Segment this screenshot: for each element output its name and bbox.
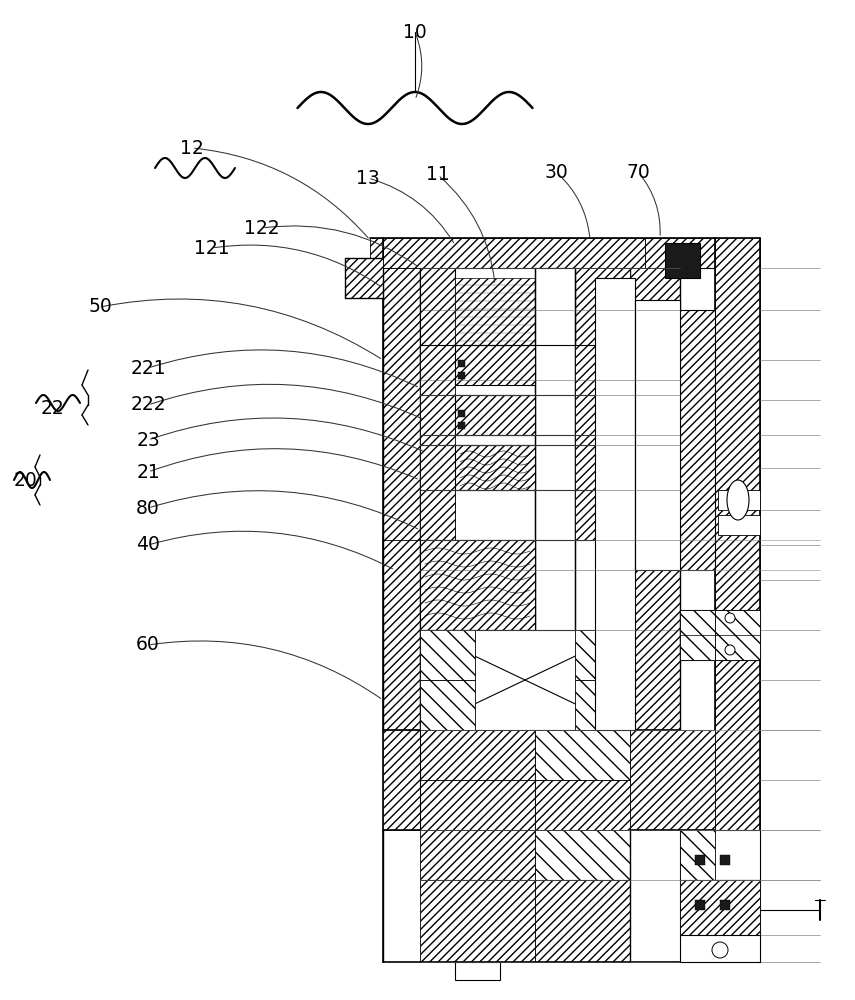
Bar: [455, 395, 535, 435]
Bar: [575, 268, 630, 380]
Bar: [680, 880, 760, 935]
Text: 122: 122: [245, 219, 280, 237]
Circle shape: [712, 942, 728, 958]
Circle shape: [725, 645, 735, 655]
Bar: [630, 730, 715, 830]
Text: 30: 30: [544, 162, 568, 182]
Bar: [630, 540, 680, 730]
Text: 222: 222: [130, 395, 166, 414]
Text: 11: 11: [426, 165, 450, 184]
Bar: [680, 610, 760, 660]
Text: 80: 80: [136, 498, 160, 518]
Text: 40: 40: [136, 536, 160, 554]
Bar: [680, 310, 715, 570]
Bar: [595, 278, 635, 730]
Bar: [680, 935, 760, 962]
Bar: [715, 610, 760, 660]
Bar: [420, 630, 475, 680]
Ellipse shape: [727, 480, 749, 520]
Bar: [720, 900, 730, 910]
Bar: [455, 445, 535, 490]
Bar: [665, 243, 700, 278]
Bar: [645, 238, 760, 268]
Bar: [535, 880, 630, 962]
Bar: [575, 345, 630, 540]
Circle shape: [725, 613, 735, 623]
Bar: [720, 855, 730, 865]
Bar: [420, 268, 455, 380]
Bar: [420, 540, 535, 630]
Bar: [345, 258, 383, 298]
Bar: [383, 268, 420, 570]
Text: 70: 70: [626, 162, 650, 182]
Bar: [420, 780, 535, 830]
Bar: [575, 630, 630, 680]
Text: 20: 20: [13, 471, 37, 489]
Text: 13: 13: [357, 168, 380, 188]
Bar: [718, 515, 760, 535]
Bar: [680, 880, 760, 935]
Bar: [575, 680, 630, 730]
Bar: [535, 830, 630, 880]
Bar: [455, 345, 535, 385]
Text: 12: 12: [180, 138, 203, 157]
Bar: [535, 780, 630, 830]
Bar: [370, 238, 383, 288]
Bar: [383, 238, 645, 268]
Text: 60: 60: [136, 636, 160, 654]
Bar: [420, 540, 535, 630]
Bar: [420, 730, 535, 780]
Bar: [455, 278, 575, 345]
Text: 221: 221: [130, 359, 166, 377]
Bar: [695, 900, 705, 910]
Bar: [680, 830, 715, 880]
Bar: [718, 490, 760, 510]
Text: 23: 23: [136, 430, 160, 450]
Bar: [680, 610, 715, 660]
Text: 10: 10: [403, 22, 427, 41]
Bar: [635, 300, 680, 570]
Bar: [383, 540, 420, 730]
Bar: [455, 345, 535, 385]
Bar: [458, 360, 465, 367]
Bar: [383, 730, 420, 830]
Bar: [420, 345, 455, 540]
Bar: [715, 238, 760, 962]
Bar: [458, 410, 465, 417]
Bar: [455, 445, 535, 490]
Bar: [420, 830, 535, 880]
Text: 121: 121: [194, 238, 230, 257]
Text: 21: 21: [136, 462, 160, 482]
Bar: [458, 372, 465, 379]
Bar: [420, 880, 535, 962]
Bar: [695, 855, 705, 865]
Text: 50: 50: [88, 298, 112, 316]
Bar: [455, 395, 535, 435]
Bar: [458, 422, 465, 429]
Bar: [535, 268, 575, 730]
Text: 22: 22: [40, 398, 64, 418]
Bar: [680, 830, 760, 880]
Bar: [535, 730, 630, 780]
Bar: [630, 268, 680, 570]
Bar: [420, 680, 475, 730]
Bar: [420, 490, 455, 540]
Bar: [455, 962, 500, 980]
Bar: [575, 490, 630, 540]
Bar: [420, 630, 630, 730]
